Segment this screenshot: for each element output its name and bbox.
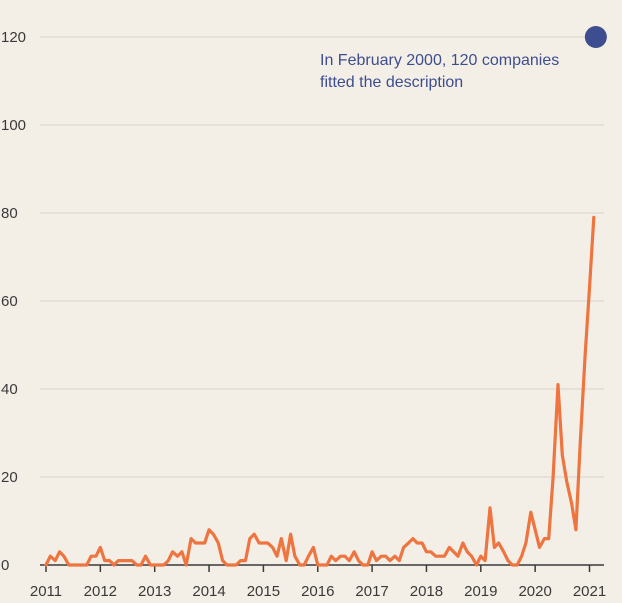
annotation-line-1: In February 2000, 120 companies — [320, 52, 559, 69]
x-tick-label: 2011 — [30, 583, 62, 600]
y-tick-label: 60 — [1, 293, 18, 310]
y-tick-label: 80 — [1, 205, 18, 222]
x-tick-label: 2019 — [464, 583, 497, 600]
y-axis-tick-labels: 0 20 40 60 80 100 120 — [1, 29, 26, 574]
x-tick-label: 2013 — [138, 583, 171, 600]
x-tick-label: 2018 — [410, 583, 443, 600]
series-group — [44, 215, 596, 567]
series-line — [44, 215, 596, 567]
x-tick-label: 2012 — [84, 583, 117, 600]
y-tick-label: 0 — [1, 557, 9, 574]
x-tick-label: 2015 — [247, 583, 280, 600]
x-tick-label: 2020 — [518, 583, 551, 600]
y-tick-label: 120 — [1, 29, 26, 46]
annotation-line-2: fitted the description — [320, 74, 463, 91]
y-tick-label: 100 — [1, 117, 26, 134]
x-tick-label: 2021 — [573, 583, 606, 600]
y-tick-label: 20 — [1, 469, 18, 486]
annotation-group: In February 2000, 120 companies fitted t… — [320, 26, 607, 91]
y-tick-label: 40 — [1, 381, 18, 398]
x-tick-label: 2016 — [301, 583, 334, 600]
annotation-text: In February 2000, 120 companies fitted t… — [320, 52, 564, 91]
x-tick-label: 2014 — [192, 583, 225, 600]
x-tick-label: 2017 — [355, 583, 388, 600]
gridlines — [40, 36, 604, 478]
x-axis-tick-labels: 2011 2012 2013 2014 2015 2016 2017 2018 2019 2020… — [30, 583, 606, 600]
annotation-marker — [584, 26, 607, 48]
